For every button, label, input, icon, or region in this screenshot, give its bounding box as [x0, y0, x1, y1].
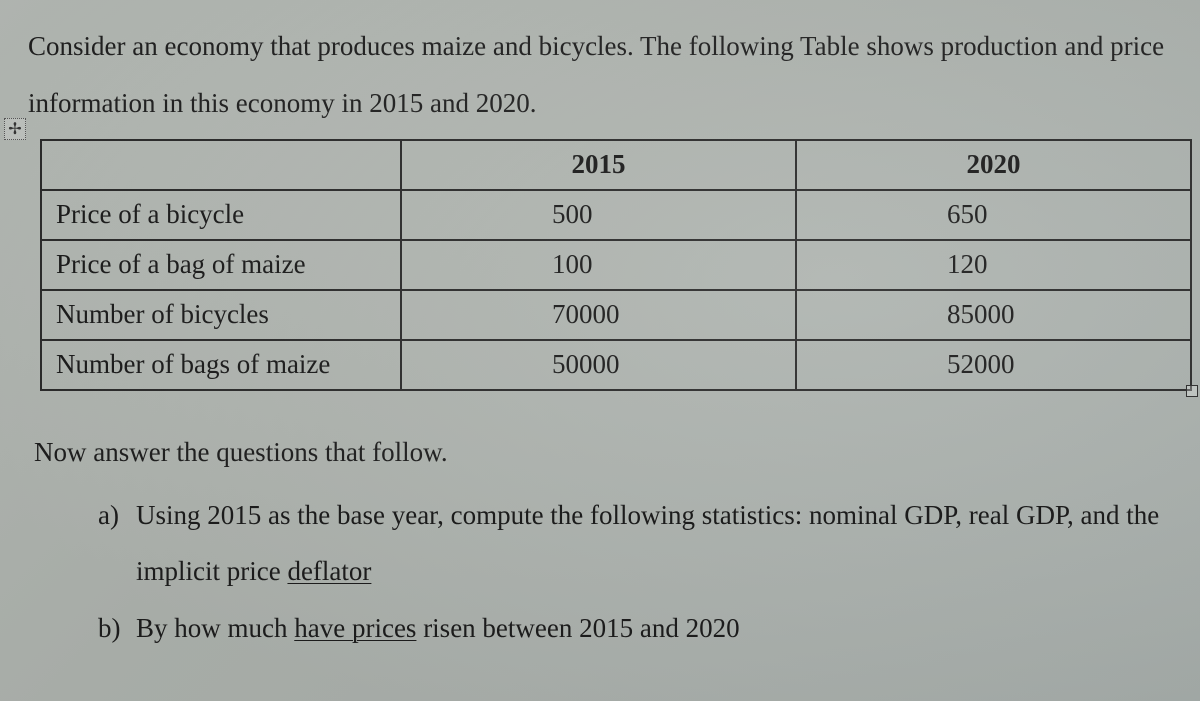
- question-a-underline: deflator: [287, 556, 371, 586]
- question-marker: a): [98, 488, 119, 543]
- question-b-pre: By how much: [136, 613, 294, 643]
- question-b-post: risen between 2015 and 2020: [416, 613, 739, 643]
- row-value-2015: 500: [401, 190, 796, 240]
- production-price-table: 2015 2020 Price of a bicycle 500 650 Pri…: [40, 139, 1192, 391]
- table-row: Number of bicycles 70000 85000: [41, 290, 1191, 340]
- table-header-row: 2015 2020: [41, 140, 1191, 190]
- table-row: Number of bags of maize 50000 52000: [41, 340, 1191, 390]
- row-label: Number of bicycles: [41, 290, 401, 340]
- question-marker: b): [98, 601, 121, 656]
- header-year-2015: 2015: [401, 140, 796, 190]
- table-move-handle-icon[interactable]: ✢: [4, 118, 26, 140]
- row-value-2015: 70000: [401, 290, 796, 340]
- question-a: a) Using 2015 as the base year, compute …: [98, 488, 1172, 599]
- intro-paragraph: Consider an economy that produces maize …: [28, 18, 1172, 131]
- header-blank: [41, 140, 401, 190]
- row-value-2020: 120: [796, 240, 1191, 290]
- row-label: Price of a bicycle: [41, 190, 401, 240]
- row-label: Price of a bag of maize: [41, 240, 401, 290]
- row-value-2020: 85000: [796, 290, 1191, 340]
- table-row: Price of a bicycle 500 650: [41, 190, 1191, 240]
- header-year-2020: 2020: [796, 140, 1191, 190]
- row-value-2020: 650: [796, 190, 1191, 240]
- row-label: Number of bags of maize: [41, 340, 401, 390]
- question-list: a) Using 2015 as the base year, compute …: [28, 488, 1172, 656]
- row-value-2015: 50000: [401, 340, 796, 390]
- follow-paragraph: Now answer the questions that follow.: [34, 437, 1172, 468]
- question-b: b) By how much have prices risen between…: [98, 601, 1172, 656]
- row-value-2015: 100: [401, 240, 796, 290]
- question-b-underline: have prices: [294, 613, 416, 643]
- table-resize-handle-icon[interactable]: [1186, 385, 1198, 397]
- table-row: Price of a bag of maize 100 120: [41, 240, 1191, 290]
- row-value-2020: 52000: [796, 340, 1191, 390]
